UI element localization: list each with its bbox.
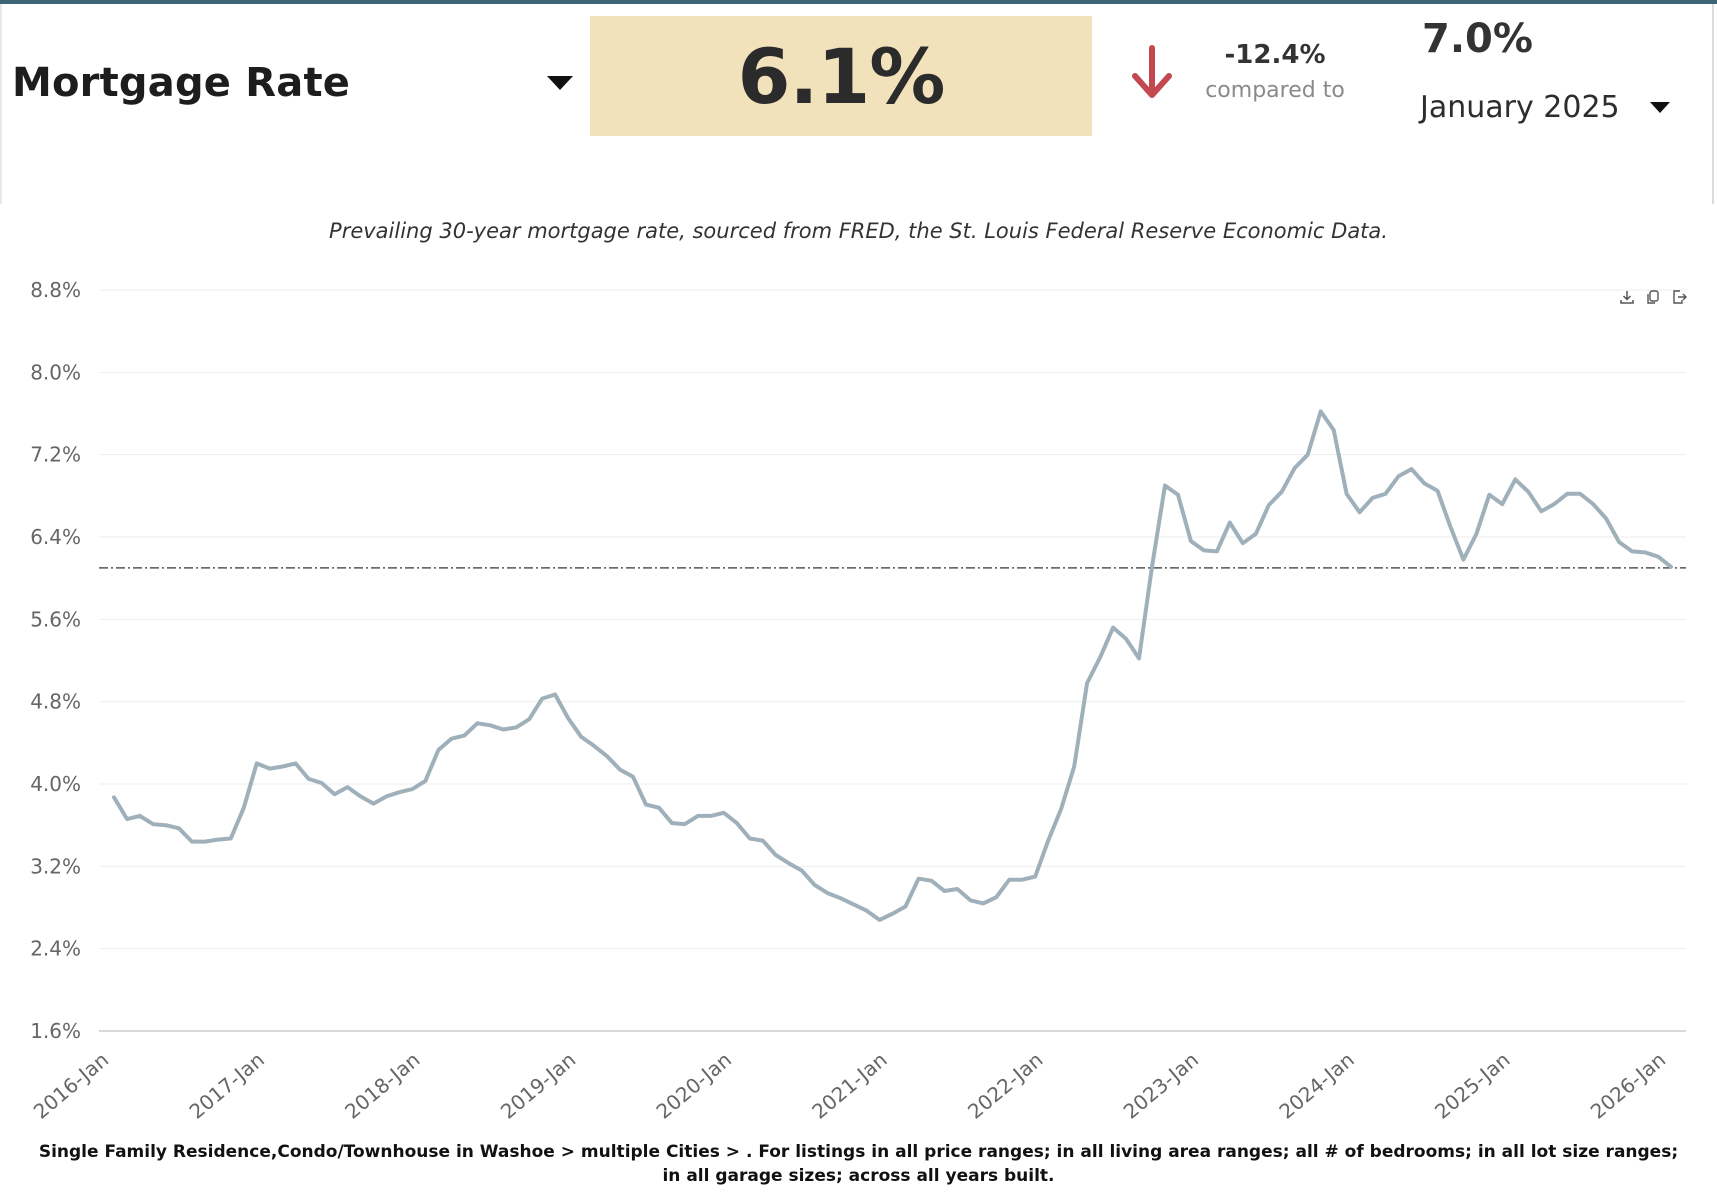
x-tick-label: 2024-Jan [1274,1047,1358,1123]
y-tick-label: 1.6% [30,1019,81,1043]
top-accent-bar [0,0,1717,4]
x-axis-labels: 2016-Jan 2017-Jan 2018-Jan 2019-Jan 2020-Jan… [29,1047,1670,1123]
x-tick-label: 2016-Jan [29,1047,113,1123]
download-icon[interactable] [1617,287,1637,307]
compared-to-label: compared to [1205,78,1345,103]
x-tick-label: 2023-Jan [1119,1047,1203,1123]
x-tick-label: 2020-Jan [652,1047,736,1123]
series-line [112,409,1673,922]
y-tick-label: 5.6% [30,607,81,631]
chart-footnote: Single Family Residence,Condo/Townhouse … [38,1142,1679,1186]
y-tick-label: 7.2% [30,443,81,467]
chart-subtitle: Prevailing 30-year mortgage rate, source… [329,219,1388,243]
y-tick-label: 8.8% [30,278,81,302]
chart-toolbar [1617,287,1689,307]
compare-period-dropdown[interactable]: January 2025 [1420,84,1670,130]
y-tick-label: 4.0% [30,772,81,796]
y-tick-label: 2.4% [30,937,81,961]
x-tick-label: 2021-Jan [807,1047,891,1123]
y-tick-label: 6.4% [30,525,81,549]
line-chart: 1.6% 2.4% 3.2% 4.0% 4.8% 5.6% 6.4% 7.2% 8.0% 8.8%… [29,278,1686,1124]
x-tick-label: 2018-Jan [340,1047,424,1123]
x-tick-label: 2017-Jan [184,1047,268,1123]
change-percent: -12.4% [1224,40,1326,70]
copy-icon[interactable] [1643,287,1663,307]
compare-value: 7.0% [1422,16,1533,62]
series-layer [99,409,1686,922]
arrow-down-icon [1132,45,1172,98]
x-tick-label: 2026-Jan [1586,1047,1670,1123]
metric-title: Mortgage Rate [12,60,351,106]
x-tick-label: 2025-Jan [1430,1047,1514,1123]
y-tick-label: 3.2% [30,854,81,878]
y-axis-labels: 1.6% 2.4% 3.2% 4.0% 4.8% 5.6% 6.4% 7.2% 8.0% 8.8% [30,278,81,1043]
chevron-down-icon [1650,101,1670,113]
compare-period-label: January 2025 [1420,89,1620,125]
y-tick-label: 8.0% [30,360,81,384]
x-tick-label: 2019-Jan [496,1047,580,1123]
current-value: 6.1% [737,31,946,121]
x-tick-label: 2022-Jan [963,1047,1047,1123]
y-tick-label: 4.8% [30,690,81,714]
caret-down-icon [547,76,573,90]
export-icon[interactable] [1669,287,1689,307]
metric-dropdown[interactable]: Mortgage Rate [12,55,577,111]
grid-layer [99,289,1686,1032]
current-value-box: 6.1% [590,16,1092,136]
